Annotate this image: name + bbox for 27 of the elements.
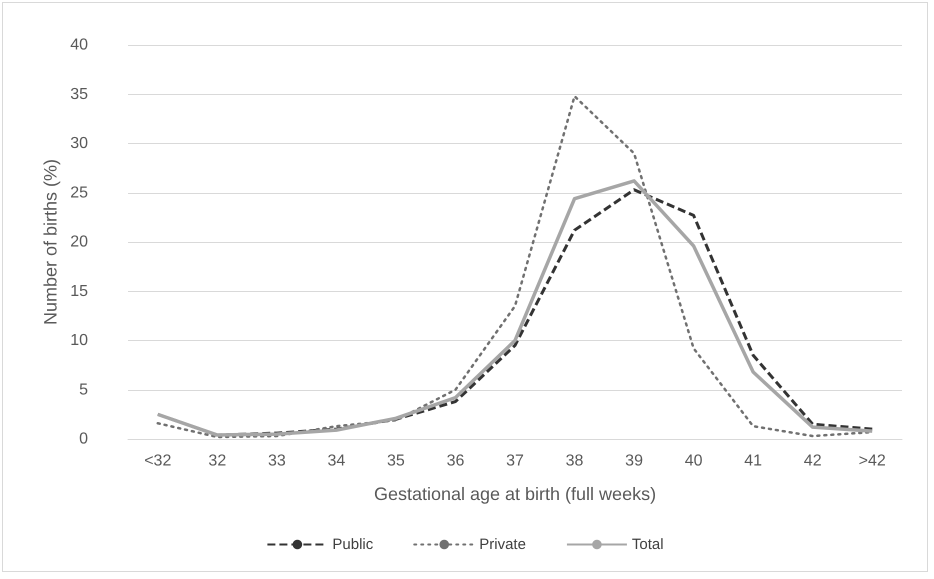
x-tick-label: 38 (566, 452, 584, 470)
x-tick-label: >42 (858, 452, 886, 470)
y-tick-label: 30 (70, 135, 88, 152)
y-tick-label: 25 (70, 184, 88, 202)
x-tick-label: 42 (804, 452, 822, 470)
y-tick-label: 35 (70, 86, 88, 103)
x-tick-label: 32 (208, 452, 226, 470)
y-tick-label: 20 (70, 234, 88, 250)
legend-label: Private (479, 536, 526, 553)
y-tick-label: 15 (70, 282, 88, 300)
legend-label: Public (332, 536, 374, 553)
legend-label: Total (632, 536, 664, 553)
y-tick-label: 10 (70, 332, 88, 349)
x-tick-label: 37 (506, 452, 524, 470)
y-tick-label: 5 (79, 381, 88, 398)
x-tick-label: 33 (268, 452, 286, 470)
y-tick-label: 40 (70, 36, 88, 54)
x-tick-label: <32 (144, 452, 172, 470)
x-tick-label: 39 (625, 452, 644, 470)
x-tick-label: 34 (327, 452, 346, 470)
x-axis-title: Gestational age at birth (full weeks) (374, 484, 656, 504)
y-axis-title: Number of births (%) (40, 158, 60, 326)
y-tick-label: 0 (79, 430, 88, 448)
x-tick-label: 36 (446, 452, 464, 470)
x-tick-label: 41 (744, 452, 762, 470)
x-tick-label: 35 (387, 452, 405, 470)
x-tick-label: 40 (684, 452, 703, 470)
